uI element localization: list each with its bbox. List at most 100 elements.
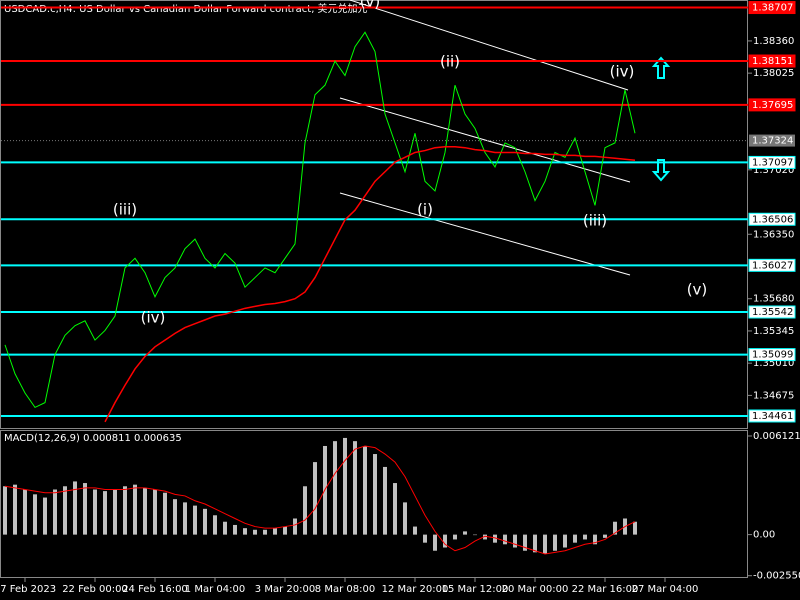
macd-bar bbox=[23, 489, 27, 535]
down-arrow bbox=[651, 159, 671, 182]
level-tag bbox=[748, 54, 796, 68]
macd-bar bbox=[193, 505, 197, 535]
macd-bar bbox=[593, 534, 597, 545]
macd-panel bbox=[0, 430, 748, 578]
wave-label: (iii) bbox=[583, 212, 607, 230]
x-tick-label: 15 Mar 12:00 bbox=[442, 584, 509, 595]
level-tag bbox=[748, 409, 796, 423]
macd-bar bbox=[83, 483, 87, 535]
x-tick-label: 12 Mar 20:00 bbox=[382, 584, 449, 595]
level-label: 1.35099 bbox=[752, 350, 793, 361]
macd-bar bbox=[253, 529, 257, 535]
macd-bar bbox=[163, 492, 167, 535]
y-tick-label: 1.38360 bbox=[753, 36, 794, 47]
price-series bbox=[4, 31, 636, 409]
level-tag bbox=[748, 348, 796, 362]
level-label: 1.34461 bbox=[752, 411, 793, 422]
level-label: 1.38707 bbox=[752, 3, 793, 14]
wave-label: (iii) bbox=[113, 201, 137, 219]
y-tick-label: 1.35010 bbox=[753, 358, 794, 369]
macd-bar bbox=[123, 486, 127, 535]
macd-y-tick-label: 0.006121 bbox=[753, 431, 800, 442]
macd-bar bbox=[563, 534, 567, 548]
level-tag bbox=[748, 1, 796, 15]
x-tick-label: 27 Mar 04:00 bbox=[632, 584, 699, 595]
macd-bar bbox=[363, 445, 367, 535]
macd-bar bbox=[143, 487, 147, 535]
macd-bar bbox=[213, 515, 217, 535]
price-tag bbox=[749, 134, 795, 147]
macd-bar bbox=[133, 484, 137, 535]
y-tick-label: 1.37020 bbox=[753, 165, 794, 176]
macd-bar bbox=[543, 534, 547, 554]
macd-label: MACD(12,26,9) 0.000811 0.000635 bbox=[4, 433, 182, 444]
macd-bar bbox=[223, 521, 227, 535]
macd-bar bbox=[293, 518, 297, 535]
x-tick-label: 3 Mar 20:00 bbox=[255, 584, 315, 595]
macd-bar bbox=[113, 489, 117, 535]
moving-average bbox=[104, 145, 636, 423]
macd-bar bbox=[453, 534, 457, 540]
price-label: 1.37324 bbox=[752, 136, 793, 147]
channel-line bbox=[339, 97, 631, 183]
macd-bar bbox=[443, 534, 447, 548]
level-label: 1.35542 bbox=[752, 307, 793, 318]
wave-label: (v) bbox=[360, 0, 381, 11]
macd-bar bbox=[613, 521, 617, 535]
macd-bar bbox=[503, 534, 507, 545]
y-tick-label: 1.38025 bbox=[753, 68, 794, 79]
macd-bar bbox=[413, 526, 417, 535]
macd-bar bbox=[493, 534, 497, 543]
macd-bar bbox=[343, 437, 347, 535]
macd-bar bbox=[433, 534, 437, 551]
macd-bar bbox=[53, 489, 57, 535]
macd-bar bbox=[43, 497, 47, 535]
macd-bar bbox=[33, 494, 37, 535]
level-label: 1.36506 bbox=[752, 214, 793, 225]
macd-bar bbox=[383, 466, 387, 535]
y-tick-label: 1.36350 bbox=[753, 229, 794, 240]
wave-label: (iv) bbox=[141, 309, 166, 327]
macd-bar bbox=[533, 534, 537, 553]
macd-bar bbox=[553, 534, 557, 551]
macd-bar bbox=[403, 502, 407, 535]
macd-bar bbox=[603, 534, 607, 538]
level-tag bbox=[748, 155, 796, 169]
x-tick-label: 22 Feb 00:00 bbox=[62, 584, 128, 595]
macd-bar bbox=[423, 534, 427, 543]
x-tick-label: 20 Mar 00:00 bbox=[502, 584, 569, 595]
macd-bar bbox=[73, 481, 77, 535]
macd-bar bbox=[283, 526, 287, 535]
wave-label: (ii) bbox=[440, 53, 460, 71]
macd-bar bbox=[3, 486, 7, 535]
macd-bar bbox=[333, 441, 337, 535]
macd-bar bbox=[353, 441, 357, 535]
x-tick-label: 17 Feb 2023 bbox=[0, 584, 56, 595]
level-tag bbox=[748, 98, 796, 112]
level-tag bbox=[748, 212, 796, 226]
macd-bar bbox=[393, 483, 397, 535]
x-tick-label: 8 Mar 08:00 bbox=[315, 584, 375, 595]
macd-bar bbox=[203, 508, 207, 535]
main-panel bbox=[0, 0, 748, 429]
macd-bar bbox=[573, 534, 577, 543]
y-tick-label: 1.35680 bbox=[753, 294, 794, 305]
channel-line bbox=[349, 0, 629, 91]
macd-bar bbox=[303, 486, 307, 535]
arrows bbox=[651, 56, 671, 182]
wave-label: (iv) bbox=[610, 63, 635, 81]
macd-bar bbox=[373, 454, 377, 535]
macd-bar bbox=[103, 491, 107, 535]
up-arrow bbox=[651, 56, 671, 79]
macd-bar bbox=[463, 531, 467, 535]
macd-bar bbox=[93, 489, 97, 535]
x-tick-label: 22 Mar 16:00 bbox=[572, 584, 639, 595]
macd-bar bbox=[313, 462, 317, 535]
macd-bar bbox=[273, 528, 277, 535]
level-tag bbox=[748, 305, 796, 319]
macd-bar bbox=[263, 529, 267, 535]
macd-bar bbox=[63, 486, 67, 535]
wave-label: (v) bbox=[687, 281, 708, 299]
wave-label: (i) bbox=[417, 201, 433, 219]
